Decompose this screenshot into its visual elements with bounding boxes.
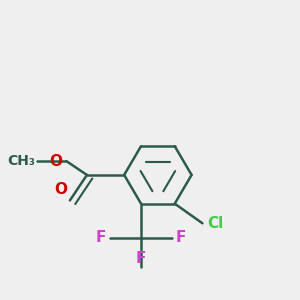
Text: Cl: Cl bbox=[208, 216, 224, 231]
Text: O: O bbox=[49, 154, 62, 169]
Text: CH₃: CH₃ bbox=[7, 154, 35, 168]
Text: F: F bbox=[96, 230, 106, 245]
Text: O: O bbox=[55, 182, 68, 197]
Text: F: F bbox=[136, 251, 146, 266]
Text: F: F bbox=[176, 230, 186, 245]
